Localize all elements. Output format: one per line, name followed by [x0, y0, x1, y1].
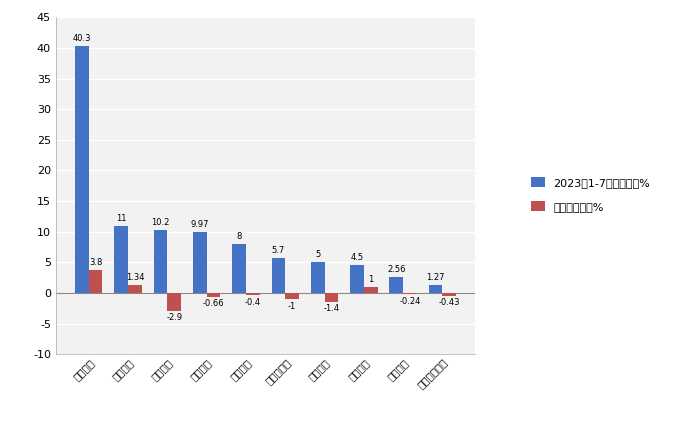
- Text: 4.5: 4.5: [350, 253, 363, 262]
- Text: 1: 1: [368, 275, 373, 284]
- Text: 40.3: 40.3: [73, 34, 91, 43]
- Text: -1.4: -1.4: [324, 304, 340, 313]
- Text: -2.9: -2.9: [166, 313, 182, 322]
- Text: -1: -1: [288, 302, 296, 311]
- Bar: [403, 293, 417, 295]
- Bar: [89, 270, 103, 293]
- Bar: [389, 277, 403, 293]
- Bar: [115, 226, 128, 293]
- Bar: [167, 293, 181, 311]
- Bar: [232, 244, 246, 293]
- Text: 3.8: 3.8: [89, 258, 102, 267]
- Text: 9.97: 9.97: [191, 220, 209, 229]
- Text: 8: 8: [236, 232, 242, 241]
- Bar: [428, 285, 442, 293]
- Bar: [193, 232, 207, 293]
- Text: 2.56: 2.56: [387, 265, 405, 274]
- Bar: [246, 293, 260, 295]
- Bar: [207, 293, 220, 297]
- Bar: [285, 293, 299, 299]
- Text: -0.24: -0.24: [399, 297, 421, 306]
- Text: -0.66: -0.66: [203, 299, 224, 308]
- Text: -0.43: -0.43: [439, 298, 460, 307]
- Text: 11: 11: [116, 213, 127, 222]
- Bar: [128, 285, 142, 293]
- Text: 5.7: 5.7: [272, 246, 285, 255]
- Bar: [271, 258, 285, 293]
- Bar: [75, 46, 89, 293]
- Legend: 2023年1-7月市场份额%, 同比份额增减%: 2023年1-7月市场份额%, 同比份额增减%: [526, 172, 656, 217]
- Text: 10.2: 10.2: [151, 219, 170, 227]
- Text: 1.27: 1.27: [426, 273, 445, 282]
- Text: 5: 5: [315, 250, 320, 259]
- Bar: [442, 293, 456, 295]
- Bar: [154, 231, 167, 293]
- Text: -0.4: -0.4: [245, 298, 261, 307]
- Bar: [364, 287, 377, 293]
- Bar: [350, 265, 364, 293]
- Text: 1.34: 1.34: [126, 273, 144, 283]
- Bar: [311, 262, 324, 293]
- Bar: [324, 293, 338, 302]
